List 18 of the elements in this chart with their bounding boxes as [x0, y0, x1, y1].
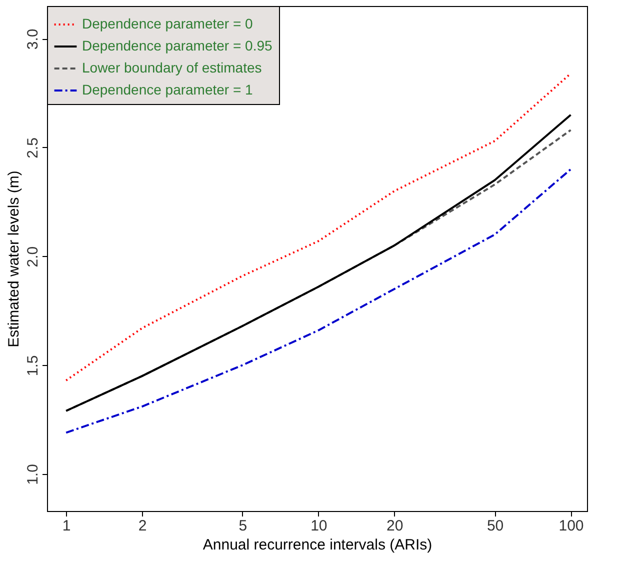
x-tick-label: 5	[238, 518, 248, 534]
y-tick-label: 3.0	[24, 28, 42, 50]
x-axis-title: Annual recurrence intervals (ARIs)	[202, 536, 432, 554]
y-tick-label: 2.0	[24, 246, 42, 268]
y-tick-label: 2.5	[24, 138, 42, 158]
x-tick-label: 20	[386, 518, 404, 534]
x-tick-label: 10	[310, 518, 328, 534]
legend-label: Dependence parameter = 0	[82, 16, 254, 32]
legend-label: Dependence parameter = 1	[82, 82, 254, 98]
legend-label: Dependence parameter = 0.95	[82, 38, 273, 54]
x-tick-label: 100	[558, 518, 584, 534]
x-tick-label: 2	[138, 518, 147, 534]
legend-label: Lower boundary of estimates	[82, 60, 262, 76]
x-tick-label: 50	[486, 518, 504, 534]
y-axis-title: Estimated water levels (m)	[6, 170, 22, 348]
x-tick-label: 1	[62, 518, 71, 534]
y-tick-label: 1.5	[24, 355, 42, 376]
y-tick-label: 1.0	[24, 464, 42, 485]
